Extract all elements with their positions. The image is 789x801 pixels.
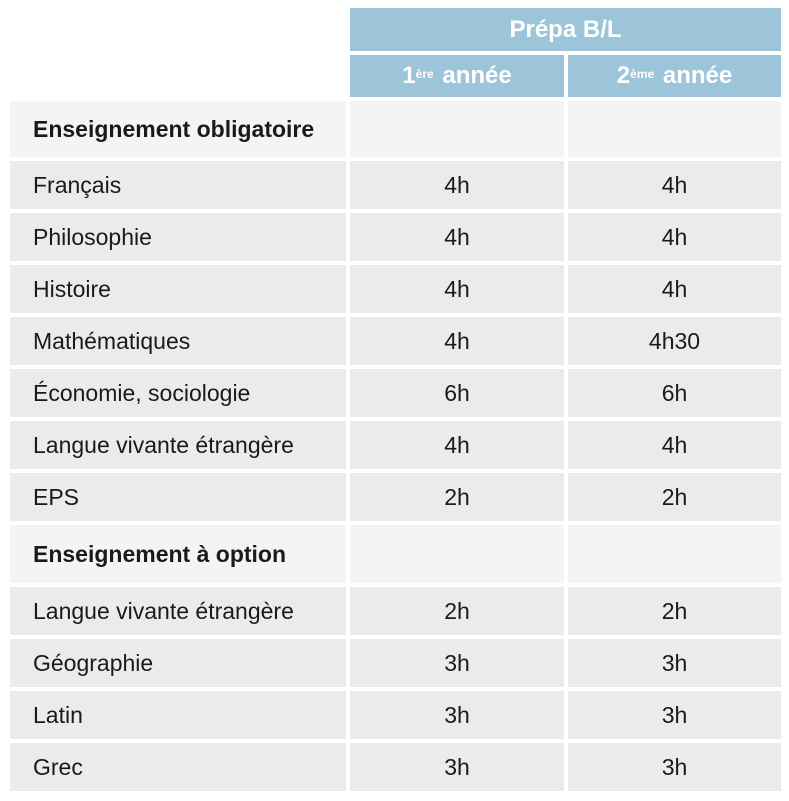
year-1-suffix: ère — [415, 67, 434, 81]
subject-cell: Économie, sociologie — [10, 369, 346, 417]
hours-year-1: 4h — [350, 317, 564, 365]
column-header-year-2: 2 ème année — [568, 55, 781, 97]
year-1-label: année — [442, 62, 512, 89]
hours-year-2: 2h — [568, 473, 781, 521]
subject-cell: Grec — [10, 743, 346, 791]
section-blank-cell — [568, 101, 781, 157]
table-title: Prépa B/L — [350, 8, 781, 51]
subject-cell: EPS — [10, 473, 346, 521]
hours-year-2: 6h — [568, 369, 781, 417]
subject-cell: Langue vivante étrangère — [10, 421, 346, 469]
hours-year-1: 2h — [350, 473, 564, 521]
year-2-label: année — [662, 62, 733, 89]
hours-year-2: 4h30 — [568, 317, 781, 365]
hours-year-1: 4h — [350, 213, 564, 261]
section-blank-cell — [350, 525, 564, 583]
hours-year-2: 4h — [568, 421, 781, 469]
hours-year-1: 4h — [350, 265, 564, 313]
year-2-suffix: ème — [630, 67, 655, 81]
section-title-obligatoire: Enseignement obligatoire — [10, 101, 346, 157]
hours-year-1: 3h — [350, 743, 564, 791]
hours-year-1: 4h — [350, 161, 564, 209]
hours-year-2: 2h — [568, 587, 781, 635]
year-2-ordinal: 2 — [616, 62, 631, 89]
year-1-ordinal: 1 — [402, 62, 416, 89]
section-blank-cell — [568, 525, 781, 583]
hours-year-2: 3h — [568, 743, 781, 791]
hours-year-1: 6h — [350, 369, 564, 417]
hours-year-1: 3h — [350, 691, 564, 739]
hours-year-1: 3h — [350, 639, 564, 687]
section-blank-cell — [350, 101, 564, 157]
subject-cell: Géographie — [10, 639, 346, 687]
hours-year-2: 4h — [568, 161, 781, 209]
subject-cell: Mathématiques — [10, 317, 346, 365]
hours-year-1: 4h — [350, 421, 564, 469]
subject-cell: Philosophie — [10, 213, 346, 261]
hours-year-2: 4h — [568, 265, 781, 313]
section-title-option: Enseignement à option — [10, 525, 346, 583]
hours-year-2: 3h — [568, 691, 781, 739]
subject-cell: Latin — [10, 691, 346, 739]
hours-year-2: 4h — [568, 213, 781, 261]
hours-year-1: 2h — [350, 587, 564, 635]
subject-cell: Langue vivante étrangère — [10, 587, 346, 635]
subject-cell: Histoire — [10, 265, 346, 313]
column-header-year-1: 1 ère année — [350, 55, 564, 97]
hours-year-2: 3h — [568, 639, 781, 687]
subject-cell: Français — [10, 161, 346, 209]
